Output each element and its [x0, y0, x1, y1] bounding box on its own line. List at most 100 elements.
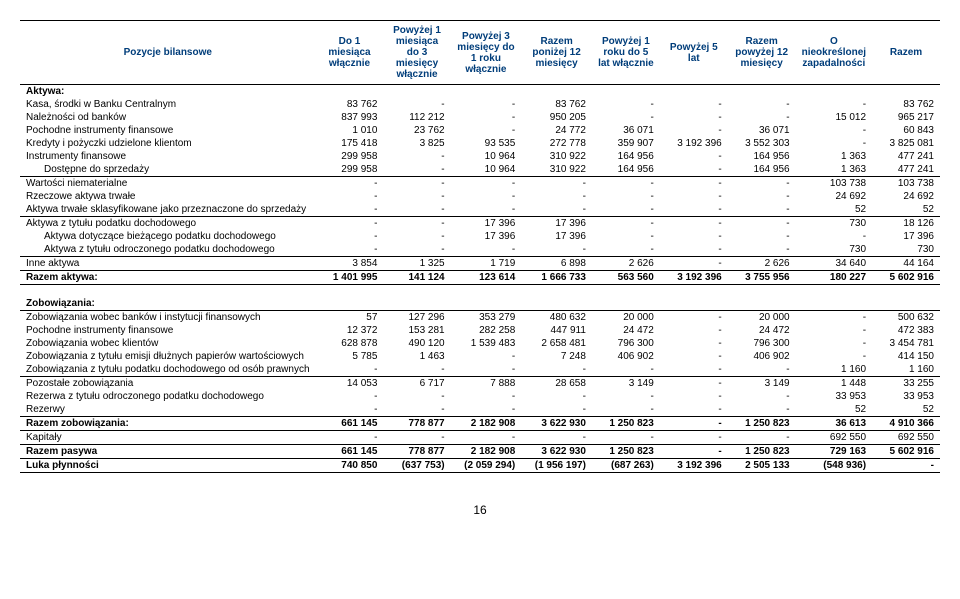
cell-value: -: [660, 377, 728, 391]
data-row: Inne aktywa3 8541 3251 7196 8982 626-2 6…: [20, 257, 940, 271]
cell-value: 2 626: [728, 257, 796, 271]
data-row: Zobowiązania wobec klientów628 878490 12…: [20, 337, 940, 350]
cell-value: 477 241: [872, 150, 940, 163]
cell-value: 299 958: [316, 150, 384, 163]
table-header: Pozycje bilansowe Do 1 miesiąca włącznie…: [20, 21, 940, 85]
cell-value: -: [660, 217, 728, 231]
data-row: Aktywa z tytułu podatku dochodowego--17 …: [20, 217, 940, 231]
cell-value: -: [592, 98, 660, 111]
section-title-row: Aktywa:: [20, 85, 940, 99]
data-row: Pozostałe zobowiązania14 0536 7177 88828…: [20, 377, 940, 391]
row-label: Pochodne instrumenty finansowe: [20, 124, 316, 137]
cell-value: 282 258: [451, 324, 522, 337]
cell-value: 3 192 396: [660, 459, 728, 473]
row-label: Rezerwa z tytułu odroczonego podatku doc…: [20, 390, 316, 403]
cell-value: 272 778: [521, 137, 592, 150]
cell-value: -: [660, 111, 728, 124]
data-row: Pochodne instrumenty finansowe1 01023 76…: [20, 124, 940, 137]
row-label: Zobowiązania wobec banków i instytucji f…: [20, 311, 316, 325]
row-label: Należności od banków: [20, 111, 316, 124]
cell-value: 3 454 781: [872, 337, 940, 350]
cell-value: -: [451, 190, 522, 203]
cell-value: 406 902: [728, 350, 796, 363]
cell-value: 477 241: [872, 163, 940, 177]
cell-value: 175 418: [316, 137, 384, 150]
row-label: Kapitały: [20, 431, 316, 445]
cell-value: 24 692: [872, 190, 940, 203]
cell-value: 359 907: [592, 137, 660, 150]
cell-value: 141 124: [383, 271, 450, 285]
total-row: Razem aktywa:1 401 995141 124123 6141 66…: [20, 271, 940, 285]
cell-value: -: [728, 363, 796, 377]
cell-value: 52: [872, 203, 940, 217]
row-label: Aktywa z tytułu odroczonego podatku doch…: [20, 243, 316, 257]
cell-value: -: [383, 177, 450, 191]
cell-value: 965 217: [872, 111, 940, 124]
cell-value: -: [660, 203, 728, 217]
cell-value: 112 212: [383, 111, 450, 124]
cell-value: 33 953: [872, 390, 940, 403]
cell-value: (2 059 294): [451, 459, 522, 473]
header-col: Do 1 miesiąca włącznie: [316, 21, 384, 85]
cell-value: -: [451, 98, 522, 111]
row-label: Zobowiązania wobec klientów: [20, 337, 316, 350]
cell-value: 17 396: [451, 230, 522, 243]
cell-value: -: [383, 190, 450, 203]
cell-value: 3 622 930: [521, 417, 592, 431]
data-row: Instrumenty finansowe299 958-10 964310 9…: [20, 150, 940, 163]
cell-value: 3 192 396: [660, 137, 728, 150]
header-col: Razem poniżej 12 miesięcy: [521, 21, 592, 85]
cell-value: 20 000: [592, 311, 660, 325]
cell-value: -: [521, 177, 592, 191]
cell-value: -: [383, 150, 450, 163]
cell-value: 1 250 823: [728, 445, 796, 459]
cell-value: -: [592, 217, 660, 231]
cell-value: -: [660, 337, 728, 350]
balance-sheet-page: Pozycje bilansowe Do 1 miesiąca włącznie…: [20, 20, 940, 517]
cell-value: -: [383, 98, 450, 111]
cell-value: 3 149: [592, 377, 660, 391]
cell-value: -: [451, 111, 522, 124]
cell-value: 740 850: [316, 459, 384, 473]
cell-value: 796 300: [728, 337, 796, 350]
cell-value: 1 719: [451, 257, 522, 271]
cell-value: 52: [796, 203, 872, 217]
cell-value: -: [451, 350, 522, 363]
cell-value: 500 632: [872, 311, 940, 325]
cell-value: 52: [872, 403, 940, 417]
cell-value: -: [316, 230, 384, 243]
cell-value: -: [660, 363, 728, 377]
cell-value: 6 717: [383, 377, 450, 391]
row-label: Aktywa:: [20, 85, 316, 99]
cell-value: 1 539 483: [451, 337, 522, 350]
cell-value: -: [660, 350, 728, 363]
cell-value: 5 785: [316, 350, 384, 363]
cell-value: 17 396: [521, 230, 592, 243]
cell-value: 2 626: [592, 257, 660, 271]
data-row: Wartości niematerialne-------103 738103 …: [20, 177, 940, 191]
cell-value: 164 956: [728, 150, 796, 163]
cell-value: 127 296: [383, 311, 450, 325]
cell-value: -: [451, 203, 522, 217]
cell-value: 472 383: [872, 324, 940, 337]
cell-value: 3 755 956: [728, 271, 796, 285]
cell-value: 1 250 823: [592, 445, 660, 459]
cell-value: 103 738: [872, 177, 940, 191]
cell-value: -: [383, 203, 450, 217]
cell-value: 1 160: [872, 363, 940, 377]
spacer-row: [20, 285, 940, 298]
cell-value: 33 953: [796, 390, 872, 403]
cell-value: 2 182 908: [451, 445, 522, 459]
cell-value: 12 372: [316, 324, 384, 337]
cell-value: 123 614: [451, 271, 522, 285]
cell-value: -: [660, 243, 728, 257]
page-number: 16: [20, 503, 940, 517]
row-label: Dostępne do sprzedaży: [20, 163, 316, 177]
cell-value: -: [660, 163, 728, 177]
cell-value: 3 825: [383, 137, 450, 150]
data-row: Aktywa dotyczące bieżącego podatku docho…: [20, 230, 940, 243]
cell-value: -: [660, 431, 728, 445]
header-col: Powyżej 1 miesiąca do 3 miesięcy włączni…: [383, 21, 450, 85]
cell-value: 950 205: [521, 111, 592, 124]
cell-value: -: [872, 459, 940, 473]
